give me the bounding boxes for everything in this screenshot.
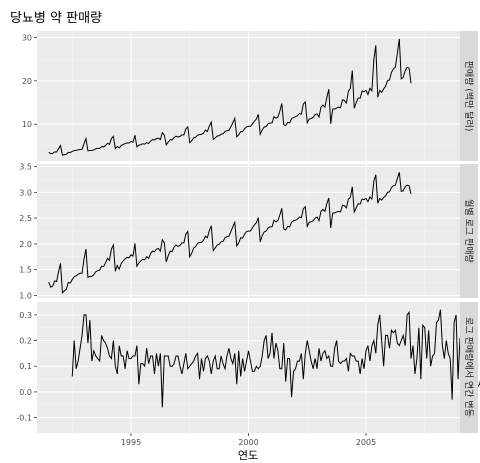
panel-log-sales-y-tick-label: 1.5 <box>19 266 32 275</box>
chart-title: 당뇨병 약 판매량 <box>10 11 102 26</box>
panel-annual-change-line <box>71 309 480 413</box>
panel-annual-change-strip-label: 로그 판매량에서 연간 변동 <box>463 317 475 417</box>
panel-annual-change-y-tick-label: -0.1 <box>16 414 32 423</box>
panel-sales-strip <box>460 31 478 161</box>
panel-annual-change-y-tick-label: 0.3 <box>19 311 32 320</box>
panel-annual-change-strip <box>460 302 478 433</box>
panel-sales-y-tick-label: 10 <box>22 120 32 129</box>
panel-log-sales-y-tick-label: 3.0 <box>19 188 32 197</box>
panel-sales-strip-label: 판매량 (백만 달러) <box>463 61 475 132</box>
panel-log-sales: 1.0 1.5 2.0 2.5 3.0 3.5 월별 로그 판매량 <box>19 163 478 300</box>
panel-annual-change-y-tick-label: 0.1 <box>19 362 32 371</box>
panel-annual-change-y-tick-label: 0.2 <box>19 337 32 346</box>
panel-sales-line <box>48 38 412 156</box>
panel-log-sales-y-tick-label: 3.5 <box>19 163 32 172</box>
panel-sales-y-tick-label: 20 <box>22 77 32 86</box>
x-tick-label: 1995 <box>121 438 141 447</box>
panel-sales-grid <box>37 31 460 161</box>
panel-log-sales-y-tick-label: 2.0 <box>19 240 32 249</box>
panel-annual-change: -0.1 0.0 0.1 0.2 0.3 로그 판매량에서 연간 변동 <box>16 302 480 433</box>
x-tick-label: 2000 <box>238 438 258 447</box>
panel-log-sales-y-tick-label: 1.0 <box>19 291 32 300</box>
panel-sales-y-axis: 10 20 30 <box>22 34 37 129</box>
panel-log-sales-line <box>48 172 412 295</box>
panel-annual-change-y-tick-label: 0.0 <box>19 388 32 397</box>
panel-sales-y-tick-label: 30 <box>22 34 32 43</box>
x-axis-title: 연도 <box>238 449 258 462</box>
panel-log-sales-y-axis: 1.0 1.5 2.0 2.5 3.0 3.5 <box>19 163 37 300</box>
panel-annual-change-y-axis: -0.1 0.0 0.1 0.2 0.3 <box>16 311 37 423</box>
x-axis: 1995 2000 2005 <box>121 433 376 447</box>
panel-sales: 10 20 30 판매량 (백만 달러) <box>22 31 478 161</box>
panel-log-sales-y-tick-label: 2.5 <box>19 214 32 223</box>
panel-log-sales-strip-label: 월별 로그 판매량 <box>463 199 475 263</box>
panel-log-sales-grid <box>37 164 460 298</box>
x-tick-label: 2005 <box>356 438 376 447</box>
panel-log-sales-strip <box>460 164 478 298</box>
panel-annual-change-grid <box>37 302 460 433</box>
